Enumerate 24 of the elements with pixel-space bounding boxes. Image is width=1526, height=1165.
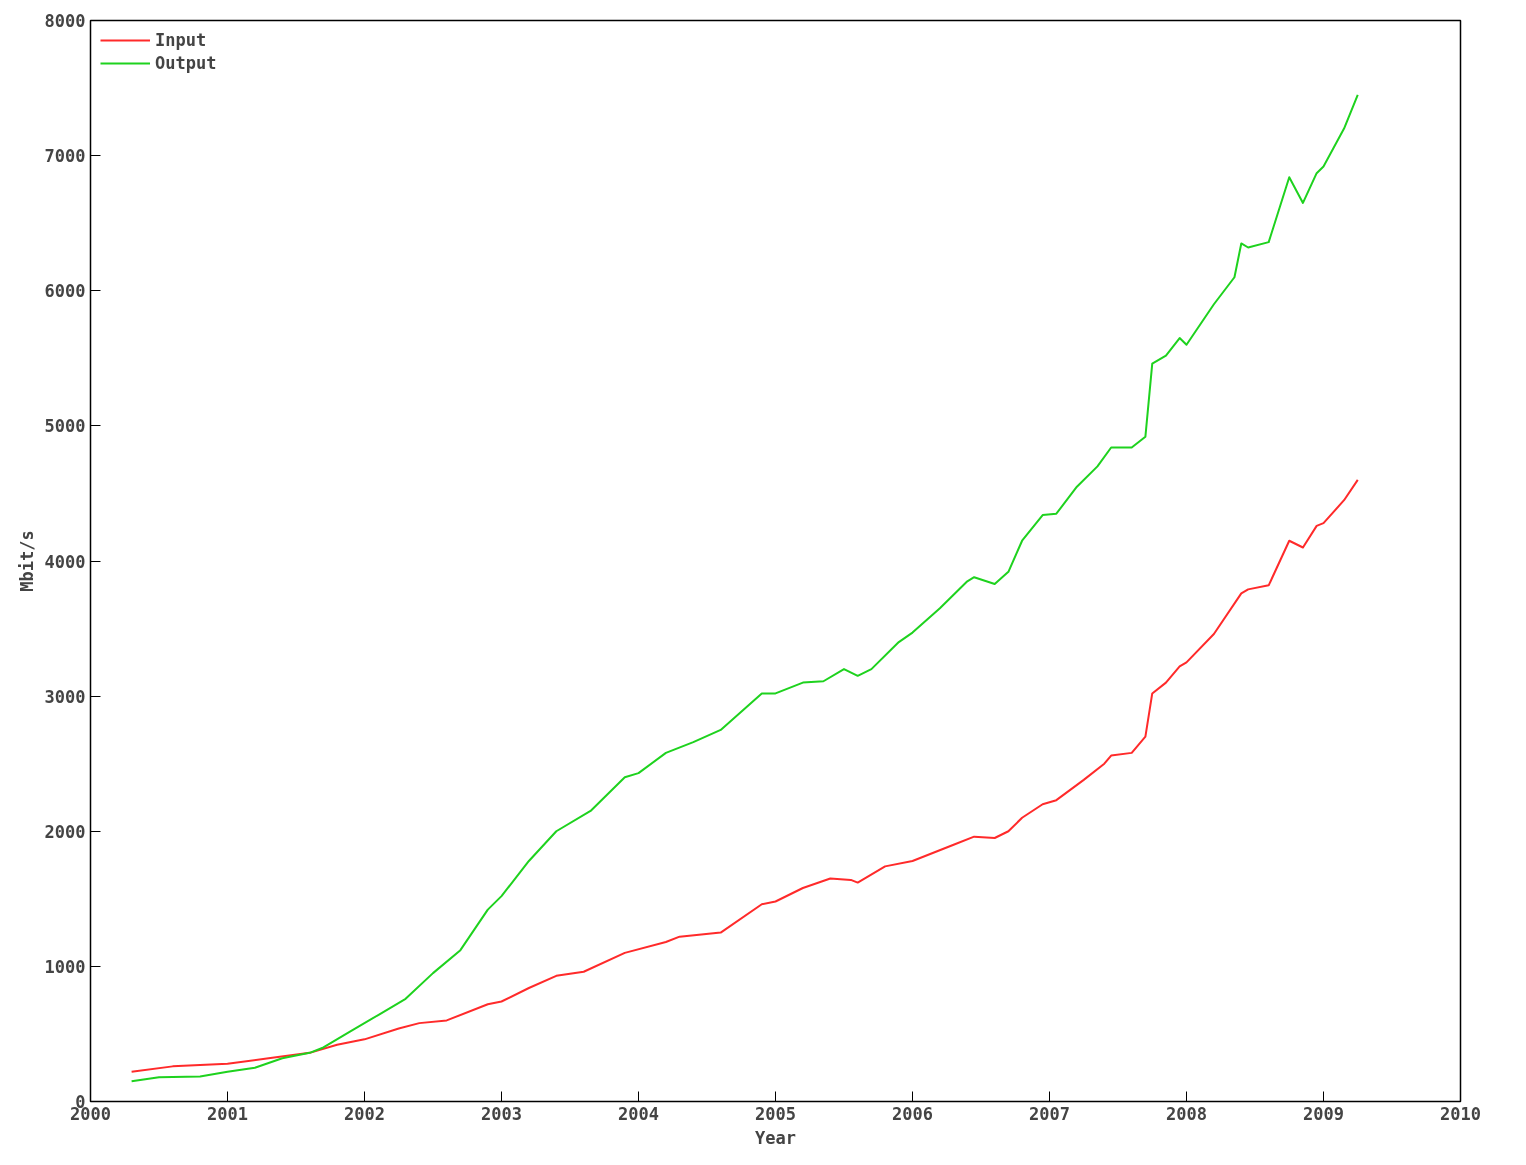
x-tick-label: 2006 — [892, 1103, 933, 1124]
x-tick-label: 2004 — [618, 1103, 659, 1124]
y-tick-label: 7000 — [44, 146, 86, 167]
y-tick-label: 1000 — [44, 956, 86, 977]
y-tick-label: 8000 — [44, 11, 86, 31]
y-tick-label: 4000 — [44, 551, 86, 572]
y-axis-title: Mbit/s — [16, 530, 37, 592]
x-tick-label: 2001 — [207, 1103, 248, 1124]
y-tick-label: 5000 — [44, 416, 86, 437]
x-tick-label: 2003 — [481, 1103, 522, 1124]
line-series — [130, 478, 1359, 1073]
y-tick-label: 3000 — [44, 686, 86, 707]
x-axis-title: Year — [755, 1127, 796, 1148]
legend-label: Input — [155, 30, 207, 50]
x-tick-label: 2009 — [1303, 1103, 1344, 1124]
legend-label: Output — [155, 53, 217, 73]
y-tick-label: 2000 — [44, 821, 86, 842]
x-tick-label: 2002 — [344, 1103, 385, 1124]
y-tick-label: 6000 — [44, 281, 86, 302]
x-tick-label: 2008 — [1166, 1103, 1207, 1124]
x-tick-label: 2007 — [1029, 1103, 1070, 1124]
x-tick-label: 2005 — [755, 1103, 796, 1124]
line-series — [130, 93, 1359, 1083]
x-tick-label: 2010 — [1440, 1103, 1481, 1124]
